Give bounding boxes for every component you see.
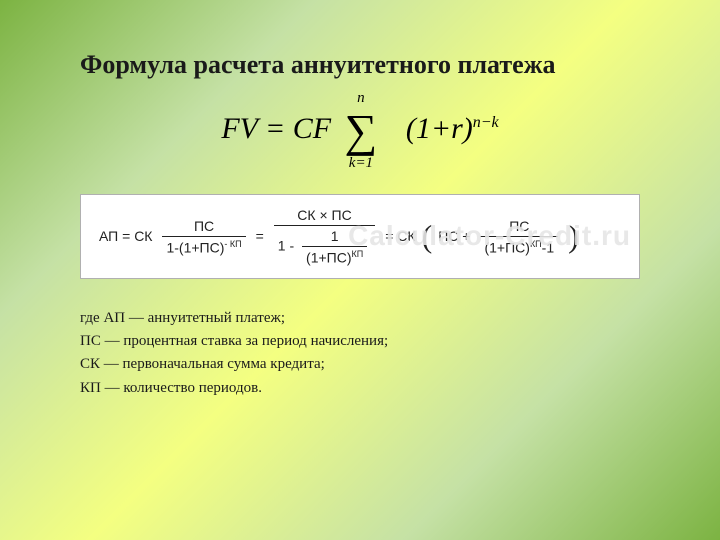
p3-den-a: (1+ПС) [484, 239, 529, 255]
sigma-icon: ∑ [345, 105, 378, 156]
p2-num: СК × ПС [293, 207, 355, 225]
legend-line-1: где АП — аннуитетный платеж; [80, 307, 640, 330]
big-formula: FV = CF n ∑ k=1 (1+r)n−k [80, 108, 640, 154]
formula-sum-upper: n [357, 90, 365, 107]
p3-den-tail: -1 [542, 239, 554, 255]
formula-sum-lower: k=1 [349, 155, 373, 172]
p1-frac: ПС 1-(1+ПС)- КП [162, 218, 245, 256]
p2-inner-den-a: (1+ПС) [306, 250, 351, 266]
p2-inner-frac: 1 (1+ПС)КП [302, 228, 367, 266]
formula-sum: n ∑ k=1 [345, 108, 378, 154]
p3-den-exp: КП [530, 239, 542, 249]
p3-frac: ПС (1+ПС)КП-1 [480, 218, 558, 256]
p3-a: ПС + [438, 228, 470, 244]
formula-cf: CF [293, 112, 331, 145]
p1-den: 1-(1+ПС)- КП [162, 236, 245, 256]
formula-row: АП = СК ПС 1-(1+ПС)- КП = СК × ПС 1 - 1 … [99, 207, 621, 266]
slide-title: Формула расчета аннуитетного платежа [80, 50, 640, 80]
formula-term-r: r [451, 112, 463, 145]
legend-line-3: СК — первоначальная сумма кредита; [80, 353, 640, 376]
p1-den-exp: - КП [224, 239, 241, 249]
legend: где АП — аннуитетный платеж; ПС — процен… [80, 307, 640, 400]
p2-inner-num: 1 [327, 228, 343, 246]
eq1: = [256, 228, 264, 244]
formula-term-open: (1+ [406, 112, 451, 145]
formula-eq: = [265, 112, 285, 145]
p3-num: ПС [505, 218, 533, 236]
p3-pre: = СК [385, 228, 415, 244]
slide: Формула расчета аннуитетного платежа FV … [0, 0, 720, 540]
formula-box: Calculator-Credit.ru АП = СК ПС 1-(1+ПС)… [80, 194, 640, 279]
p3-paren-r: ) [568, 227, 579, 246]
p2-inner-den-exp: КП [352, 249, 364, 259]
legend-line-4: КП — количество периодов. [80, 377, 640, 400]
p2-den: 1 - 1 (1+ПС)КП [274, 225, 375, 266]
p1-den-a: 1-(1+ПС) [166, 239, 224, 255]
formula-exp: n−k [473, 114, 499, 131]
formula-term-close: ) [463, 112, 473, 145]
p1-num: ПС [190, 218, 218, 236]
formula-lhs: FV [221, 112, 257, 145]
p3-den: (1+ПС)КП-1 [480, 236, 558, 256]
p2-inner-den: (1+ПС)КП [302, 246, 367, 266]
p2-frac: СК × ПС 1 - 1 (1+ПС)КП [274, 207, 375, 266]
p3-paren-l: ( [422, 227, 433, 246]
p1-lhs: АП = СК [99, 228, 152, 244]
legend-line-2: ПС — процентная ставка за период начисле… [80, 330, 640, 353]
p2-den-a: 1 - [278, 238, 294, 254]
